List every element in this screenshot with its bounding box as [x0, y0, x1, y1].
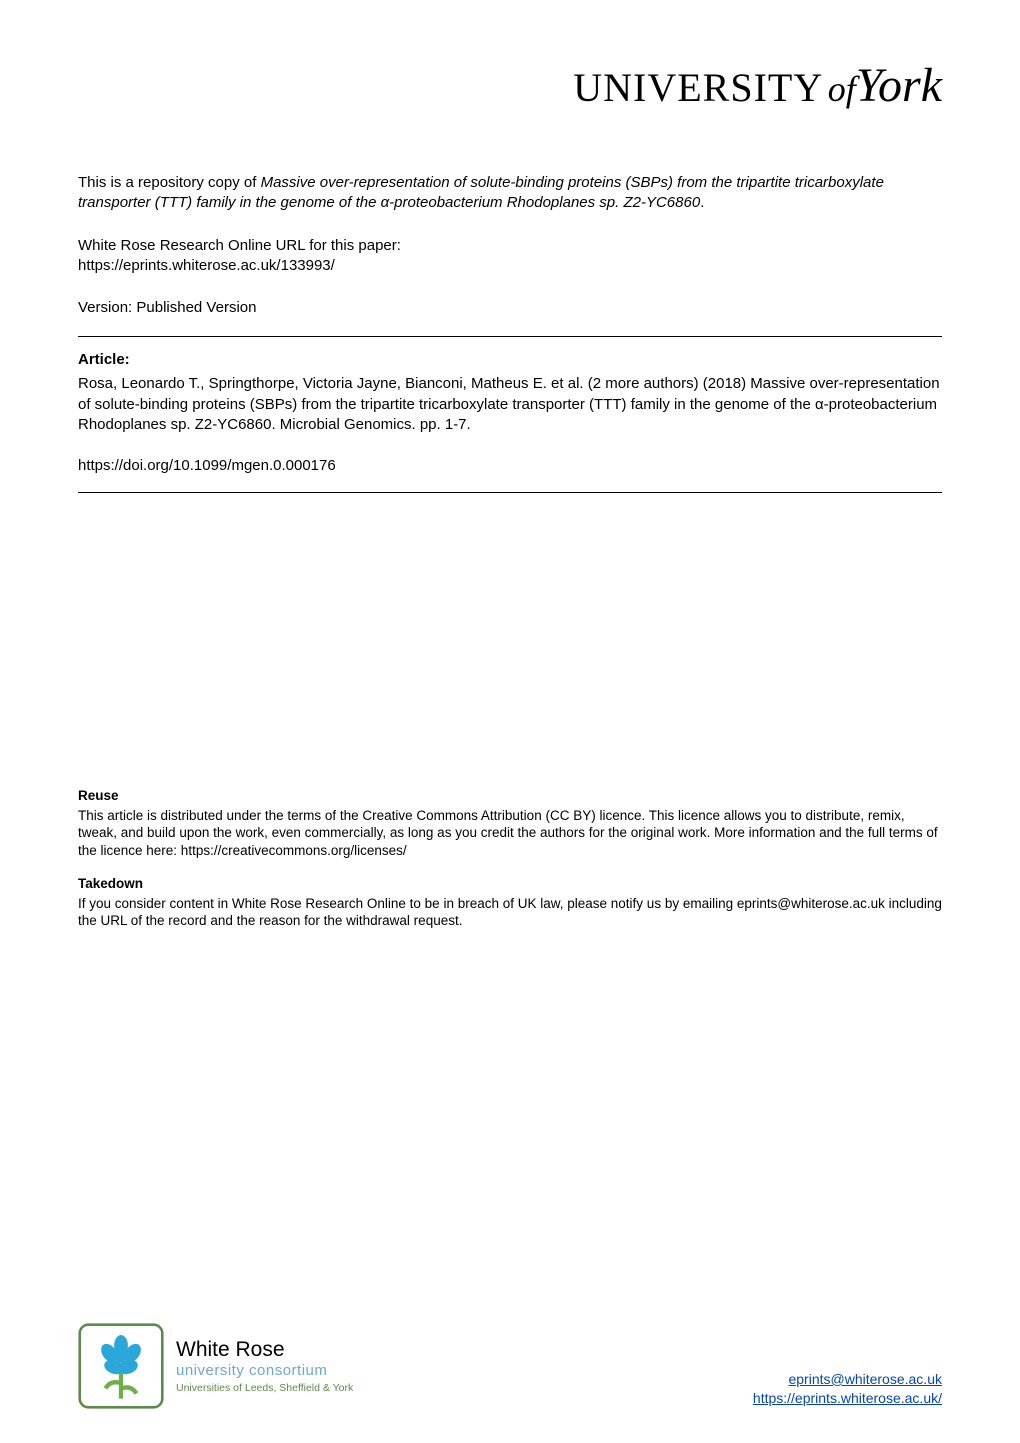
- paper-url: https://eprints.whiterose.ac.uk/133993/: [78, 256, 942, 276]
- intro-suffix: .: [700, 194, 704, 211]
- white-rose-icon: [78, 1323, 164, 1409]
- takedown-heading: Takedown: [78, 875, 942, 893]
- intro-prefix: This is a repository copy of: [78, 174, 261, 191]
- consortium-text: White Rose university consortium Univers…: [176, 1337, 353, 1395]
- url-label: White Rose Research Online URL for this …: [78, 236, 942, 256]
- logo-york: York: [856, 59, 942, 112]
- divider: [78, 492, 942, 493]
- reuse-heading: Reuse: [78, 787, 942, 805]
- doi-link: https://doi.org/10.1099/mgen.0.000176: [78, 457, 942, 474]
- version-block: Version: Published Version: [78, 298, 942, 318]
- spacer: [78, 507, 942, 787]
- consortium-universities: Universities of Leeds, Sheffield & York: [176, 1382, 353, 1395]
- consortium-subtitle: university consortium: [176, 1362, 353, 1380]
- university-logo: UNIVERSITY ofYork: [78, 58, 942, 113]
- logo-of: of: [828, 69, 856, 109]
- consortium-title: White Rose: [176, 1337, 353, 1362]
- footer-email-link[interactable]: eprints@whiterose.ac.uk: [788, 1371, 942, 1387]
- logo-university: UNIVERSITY: [573, 65, 823, 110]
- reuse-section: Reuse This article is distributed under …: [78, 787, 942, 859]
- consortium-logo: White Rose university consortium Univers…: [78, 1323, 353, 1409]
- article-citation: Rosa, Leonardo T., Springthorpe, Victori…: [78, 374, 942, 435]
- article-heading: Article:: [78, 351, 942, 368]
- repository-intro: This is a repository copy of Massive ove…: [78, 173, 942, 214]
- version-value: Published Version: [136, 299, 256, 316]
- url-block: White Rose Research Online URL for this …: [78, 236, 942, 277]
- takedown-body: If you consider content in White Rose Re…: [78, 895, 942, 930]
- footer-links: eprints@whiterose.ac.uk https://eprints.…: [753, 1370, 942, 1409]
- reuse-body: This article is distributed under the te…: [78, 807, 942, 860]
- divider: [78, 336, 942, 337]
- takedown-section: Takedown If you consider content in Whit…: [78, 875, 942, 930]
- page-footer: White Rose university consortium Univers…: [78, 1323, 942, 1409]
- version-label: Version:: [78, 299, 136, 316]
- footer-site-link[interactable]: https://eprints.whiterose.ac.uk/: [753, 1390, 942, 1406]
